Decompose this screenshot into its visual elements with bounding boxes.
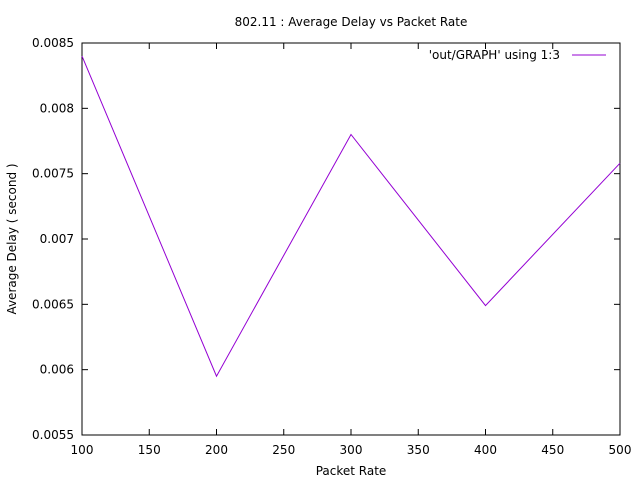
y-axis-title: Average Delay ( second ) xyxy=(5,163,19,314)
x-tick-label: 200 xyxy=(205,443,228,457)
data-point xyxy=(620,163,621,164)
x-tick-label: 400 xyxy=(474,443,497,457)
x-axis-ticks: 100 150 200 250 300 350 400 450 500 xyxy=(71,43,632,457)
y-tick-label: 0.0075 xyxy=(32,167,74,181)
y-axis-ticks: 0.0055 0.006 0.0065 0.007 0.0075 0.008 0.0085 xyxy=(32,36,620,442)
x-tick-label: 250 xyxy=(272,443,295,457)
series-line-0 xyxy=(81,55,621,378)
x-tick-label: 150 xyxy=(138,443,161,457)
y-tick-label: 0.0085 xyxy=(32,36,74,50)
plot-area-border xyxy=(81,42,621,436)
data-point xyxy=(351,134,352,135)
legend: 'out/GRAPH' using 1:3 xyxy=(429,48,606,62)
y-tick-label: 0.008 xyxy=(40,101,74,115)
x-tick-label: 300 xyxy=(340,443,363,457)
y-tick-label: 0.007 xyxy=(40,232,74,246)
legend-entry-label: 'out/GRAPH' using 1:3 xyxy=(429,48,560,62)
y-tick-label: 0.006 xyxy=(40,363,74,377)
series-layer xyxy=(81,55,621,378)
x-tick-label: 500 xyxy=(609,443,632,457)
x-tick-label: 350 xyxy=(407,443,430,457)
y-tick-label: 0.0065 xyxy=(32,297,74,311)
data-point xyxy=(216,376,217,377)
x-tick-label: 450 xyxy=(541,443,564,457)
x-axis-title: Packet Rate xyxy=(316,464,387,478)
x-tick-label: 100 xyxy=(71,443,94,457)
data-point xyxy=(82,56,83,57)
data-point xyxy=(485,305,486,306)
chart-title: 802.11 : Average Delay vs Packet Rate xyxy=(235,15,468,29)
y-tick-label: 0.0055 xyxy=(32,428,74,442)
